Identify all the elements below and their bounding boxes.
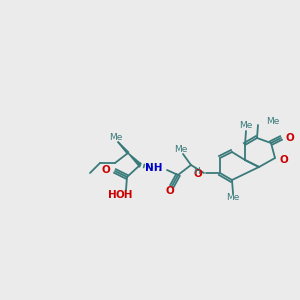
Text: O: O [166,186,174,196]
Text: Me: Me [239,122,253,130]
Polygon shape [118,142,129,154]
Text: H: H [108,190,116,200]
Text: O: O [285,133,294,143]
Text: O: O [279,155,288,165]
Text: Me: Me [174,145,188,154]
Text: OH: OH [115,190,133,200]
Text: Me: Me [266,118,279,127]
Text: O: O [101,165,110,175]
Text: H: H [193,167,200,176]
Text: Me: Me [226,194,240,202]
Text: Me: Me [109,133,123,142]
Text: O: O [193,169,202,179]
Polygon shape [128,153,141,166]
Text: NH: NH [145,163,162,173]
